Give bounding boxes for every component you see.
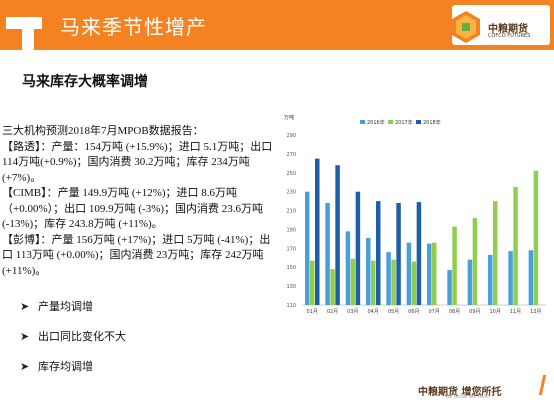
x-tick-label: 12月 <box>530 309 541 315</box>
x-tick-label: 10月 <box>489 309 500 315</box>
bar-2016年 <box>467 259 473 305</box>
y-tick-label: 270 <box>286 152 296 158</box>
bar-2017年 <box>310 260 315 305</box>
y-tick-label: 190 <box>286 227 296 233</box>
logo-cn-text: 中粮期货 <box>488 24 528 35</box>
x-tick-label: 05月 <box>388 309 399 315</box>
legend-label: 2018年 <box>423 119 441 126</box>
y-tick-label: 170 <box>286 246 296 252</box>
arrow-bullet-icon: ➤ <box>20 300 30 313</box>
bar-2016年 <box>406 242 412 305</box>
bar-2018年 <box>396 203 401 305</box>
bar-2016年 <box>366 237 371 305</box>
y-tick-label: 110 <box>286 303 296 309</box>
bar-2017年 <box>452 226 457 305</box>
cofco-cross-mark-icon <box>0 0 54 50</box>
y-tick-label: 130 <box>286 284 296 290</box>
bar-2017年 <box>432 242 437 305</box>
page-title: 马来季节性增产 <box>60 15 207 39</box>
legend-label: 2017年 <box>395 119 413 126</box>
y-tick-label: 250 <box>286 171 296 177</box>
y-tick-label: 150 <box>286 265 296 271</box>
bar-2017年 <box>371 260 376 305</box>
bar-2016年 <box>447 270 452 305</box>
footer-slogan-en: WE GROW, WE TRUST <box>446 394 491 399</box>
x-tick-label: 04月 <box>367 309 378 315</box>
cofco-logo-icon <box>452 5 550 45</box>
x-tick-label: 11月 <box>510 309 521 315</box>
bar-2018年 <box>335 165 340 305</box>
bar-2016年 <box>325 203 330 305</box>
bullet-item: ➤ 产量均调增 <box>20 291 126 321</box>
y-axis-label: 万吨 <box>284 114 294 121</box>
arrow-bullet-icon: ➤ <box>20 330 30 343</box>
report-bloomberg: 【彭博】：产量 156万吨 (+17%)；进口 5万吨 (-41%)；出口 11… <box>2 233 271 277</box>
y-tick-label: 290 <box>286 133 296 139</box>
footer-slogan: 中粮期货 增您所托 <box>418 387 502 398</box>
bullet-item: ➤ 库存均调增 <box>20 351 126 381</box>
bar-2018年 <box>315 158 320 305</box>
section-subtitle: 马来库存大概率调增 <box>22 75 148 90</box>
x-tick-label: 07月 <box>428 309 439 315</box>
bar-2017年 <box>330 269 335 305</box>
legend-swatch <box>360 120 365 124</box>
x-tick-label: 02月 <box>327 309 338 315</box>
bullet-text: 出口同比变化不大 <box>38 331 126 343</box>
bar-2018年 <box>416 202 422 305</box>
bullet-text: 库存均调增 <box>38 361 93 373</box>
legend-label: 2016年 <box>367 119 385 126</box>
bar-2017年 <box>350 258 356 305</box>
bar-2017年 <box>411 261 417 305</box>
bar-2016年 <box>386 252 391 305</box>
bar-2016年 <box>427 243 432 305</box>
logo-en-text: COFCO FUTURES <box>488 33 531 39</box>
bar-2017年 <box>472 218 478 305</box>
report-intro: 三大机构预测2018年7月MPOB数据报告： <box>2 125 204 137</box>
legend-swatch <box>388 120 393 124</box>
bar-2017年 <box>513 186 518 305</box>
legend-swatch <box>416 120 421 124</box>
arrow-bullet-icon: ➤ <box>20 360 30 373</box>
bar-2018年 <box>355 191 361 305</box>
bar-2017年 <box>493 201 498 305</box>
footer-accent <box>538 375 547 395</box>
report-reuters: 【路透】：产量：154万吨 (+15.9%)；进口 5.1万吨；出口 114万吨… <box>2 140 273 184</box>
bar-2016年 <box>528 250 534 305</box>
x-tick-label: 08月 <box>449 309 460 315</box>
x-tick-label: 06月 <box>408 309 419 315</box>
inventory-bar-chart: 万吨 110 130 150 170 190 210 230 250 270 290 2016年 201… <box>284 114 546 315</box>
report-cimb: 【CIMB】：产量 149.9万吨 (+12%)；进口 8.6万吨 （+0.00… <box>2 187 264 230</box>
bar-2017年 <box>533 170 539 305</box>
bar-2016年 <box>345 231 351 305</box>
bullet-text: 产量均调增 <box>38 301 93 313</box>
bar-2016年 <box>488 254 493 305</box>
bullet-item: ➤ 出口同比变化不大 <box>20 321 126 351</box>
bullet-list: ➤ 产量均调增 ➤ 出口同比变化不大 ➤ 库存均调增 <box>20 291 126 381</box>
bar-2017年 <box>391 259 396 305</box>
y-tick-label: 230 <box>286 190 296 196</box>
x-tick-label: 01月 <box>306 309 317 315</box>
x-tick-label: 09月 <box>469 309 480 315</box>
report-text-block: 三大机构预测2018年7月MPOB数据报告： 【路透】：产量：154万吨 (+1… <box>2 124 280 279</box>
bar-2016年 <box>305 191 310 305</box>
x-tick-label: 03月 <box>347 309 358 315</box>
bar-2016年 <box>508 251 513 305</box>
bar-2018年 <box>376 201 381 305</box>
y-tick-label: 210 <box>286 209 296 215</box>
